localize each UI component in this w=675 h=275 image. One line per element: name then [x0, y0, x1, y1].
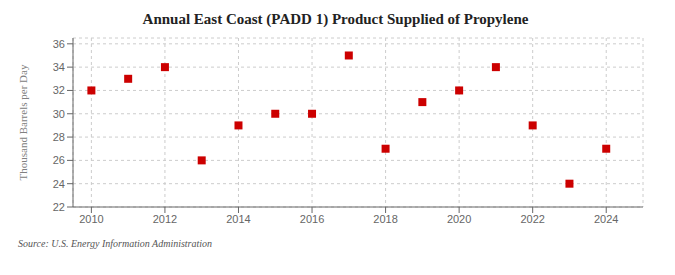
svg-text:24: 24	[53, 178, 65, 190]
html-text:Source: U.S. Energy Informatio: Source: U.S. Energy Information Administ…	[18, 238, 213, 249]
svg-text:2012: 2012	[153, 213, 177, 225]
svg-text:2018: 2018	[373, 213, 397, 225]
svg-text:2024: 2024	[594, 213, 618, 225]
svg-text:36: 36	[53, 38, 65, 50]
svg-text:2010: 2010	[79, 213, 103, 225]
html-text:Annual East Coast (PADD 1) Pro: Annual East Coast (PADD 1) Product Suppl…	[142, 11, 529, 27]
svg-text:28: 28	[53, 131, 65, 143]
svg-text:2016: 2016	[300, 213, 324, 225]
svg-text:2020: 2020	[447, 213, 471, 225]
svg-text:2014: 2014	[226, 213, 250, 225]
svg-text:22: 22	[53, 201, 65, 213]
svg-text:2022: 2022	[520, 213, 544, 225]
svg-text:26: 26	[53, 154, 65, 166]
svg-text:Thousand Barrels per Day: Thousand Barrels per Day	[17, 64, 29, 180]
svg-text:30: 30	[53, 108, 65, 120]
svg-text:32: 32	[53, 84, 65, 96]
svg-text:34: 34	[53, 61, 65, 73]
